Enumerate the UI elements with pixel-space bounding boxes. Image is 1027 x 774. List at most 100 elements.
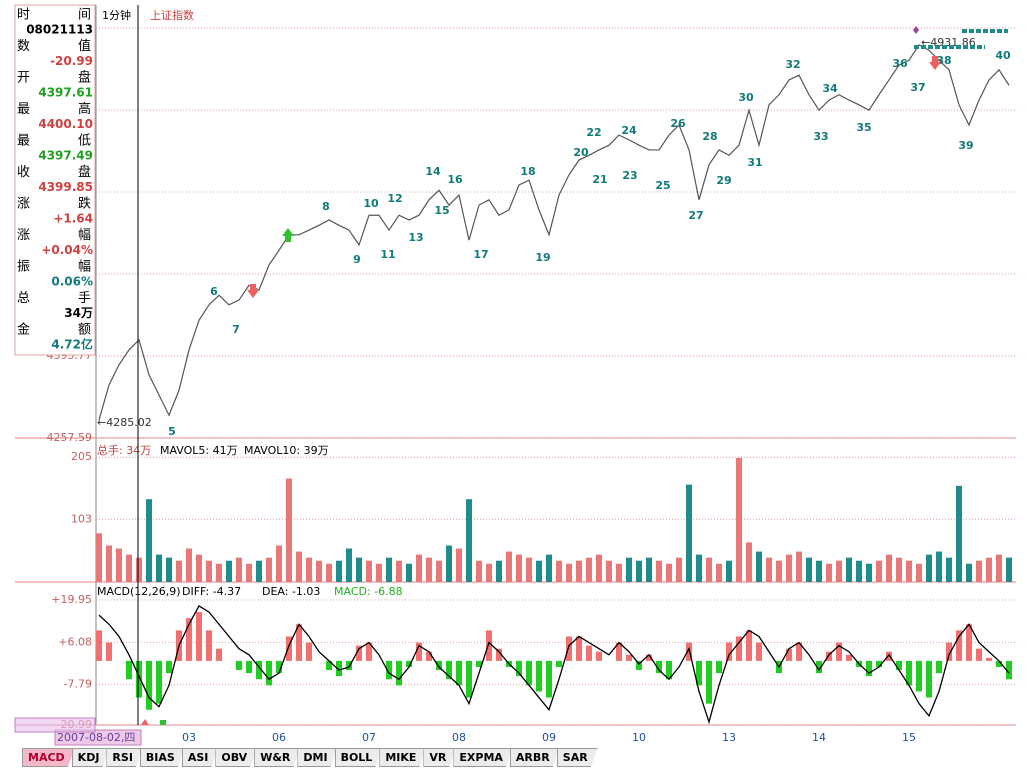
- cursor-date: 2007-08-02,四: [57, 731, 135, 744]
- indicator-tab[interactable]: ASI: [182, 748, 219, 767]
- volume-bar: [666, 563, 672, 582]
- indicator-tab[interactable]: W&R: [254, 748, 300, 767]
- macd-bar: [726, 642, 732, 661]
- volume-bar: [116, 548, 122, 582]
- macd-bar: [706, 660, 712, 704]
- macd-bar: [236, 660, 242, 671]
- macd-bar: [656, 660, 662, 674]
- macd-bar: [386, 660, 392, 680]
- macd-bar: [246, 660, 252, 674]
- macd-bar: [886, 651, 892, 661]
- indicator-tab[interactable]: RSI: [106, 748, 143, 767]
- volume-bar: [696, 554, 702, 582]
- indicator-tab[interactable]: DMI: [297, 748, 337, 767]
- macd-bar: [156, 660, 162, 704]
- wave-label: 27: [688, 209, 703, 222]
- wave-label: 8: [322, 200, 330, 213]
- macd-bar: [636, 660, 642, 671]
- volume-bar: [266, 557, 272, 582]
- wave-label: 38: [936, 54, 951, 67]
- wave-label: 15: [434, 204, 449, 217]
- macd-bar: [916, 660, 922, 692]
- macd-bar: [836, 642, 842, 661]
- macd-bar: [826, 651, 832, 661]
- wave-label: 30: [738, 91, 754, 104]
- volume-bar: [746, 542, 752, 582]
- macd-bar: [96, 630, 102, 661]
- indicator-tab[interactable]: MIKE: [379, 748, 426, 767]
- volume-header: 总手: 34万: [97, 443, 151, 457]
- volume-bar: [526, 557, 532, 582]
- macd-bar: [136, 660, 142, 698]
- macd-bar: [906, 660, 912, 686]
- indicator-tab[interactable]: ARBR: [510, 748, 560, 767]
- macd-bar: [406, 660, 412, 668]
- volume-bar: [496, 560, 502, 582]
- indicator-tab[interactable]: BOLL: [335, 748, 383, 767]
- volume-bar: [166, 557, 172, 582]
- macd-bar: [446, 660, 452, 680]
- sell-arrow: [929, 56, 941, 70]
- indicator-tab[interactable]: MACD: [22, 748, 75, 767]
- wave-label: 24: [621, 124, 637, 137]
- indicator-tab[interactable]: KDJ: [72, 748, 110, 767]
- volume-bar: [876, 560, 882, 582]
- volume-bar: [546, 554, 552, 582]
- macd-bar: [996, 660, 1002, 668]
- info-frame: [14, 4, 96, 356]
- volume-bar: [636, 560, 642, 582]
- volume-bar: [596, 554, 602, 582]
- wave-label: 10: [363, 197, 379, 210]
- volume-bar: [126, 554, 132, 582]
- wave-label: 20: [573, 146, 589, 159]
- macd-bar: [746, 630, 752, 661]
- indicator-tab[interactable]: BIAS: [140, 748, 185, 767]
- x-tick-label: 09: [542, 731, 556, 744]
- macd-bar: [276, 660, 282, 674]
- plot-area: 1分钟上证指数4257.594395.774533.954672.134810.…: [14, 5, 1016, 746]
- period: 1分钟: [102, 8, 131, 22]
- macd-bar: [666, 660, 672, 680]
- volume-bar: [836, 560, 842, 582]
- volume-bar: [966, 563, 972, 582]
- x-tick-label: 08: [452, 731, 466, 744]
- indicator-tab[interactable]: EXPMA: [453, 748, 513, 767]
- info-value: 0.06%: [51, 275, 93, 289]
- volume-bar: [606, 560, 612, 582]
- volume-bar: [536, 560, 542, 582]
- volume-bar: [106, 545, 112, 582]
- wave-label: 13: [408, 231, 423, 244]
- volume-bar: [1006, 557, 1012, 582]
- macd-bar: [456, 660, 462, 686]
- volume-bar: [896, 557, 902, 582]
- indicator-tab[interactable]: OBV: [215, 748, 257, 767]
- macd-bar: [396, 660, 402, 686]
- volume-bar: [296, 551, 302, 582]
- volume-bar: [206, 560, 212, 582]
- wave-label: 26: [670, 117, 686, 130]
- volume-bar: [866, 563, 872, 582]
- volume-bar: [816, 560, 822, 582]
- wave-label: 34: [822, 82, 838, 95]
- high-label: ←4931.86: [921, 36, 976, 49]
- indicator-tab[interactable]: SAR: [557, 748, 598, 767]
- macd-bar: [866, 660, 872, 677]
- volume-bar: [456, 548, 462, 582]
- volume-bar: [136, 557, 142, 582]
- macd-bar: [956, 630, 962, 661]
- volume-bar: [246, 563, 252, 582]
- macd-bar: [786, 648, 792, 661]
- volume-bar: [576, 560, 582, 582]
- volume-bar: [626, 557, 632, 582]
- volume-bar: [826, 563, 832, 582]
- y-tick-label: -7.79: [64, 678, 92, 691]
- wave-label: 17: [473, 248, 488, 261]
- wave-label: 6: [210, 285, 218, 298]
- indicator-tab[interactable]: VR: [423, 748, 456, 767]
- wave-label: 25: [655, 179, 670, 192]
- wave-label: 18: [520, 165, 535, 178]
- macd-bar: [626, 654, 632, 661]
- volume-bar: [306, 557, 312, 582]
- volume-bar: [356, 557, 362, 582]
- wave-label: 40: [995, 49, 1011, 62]
